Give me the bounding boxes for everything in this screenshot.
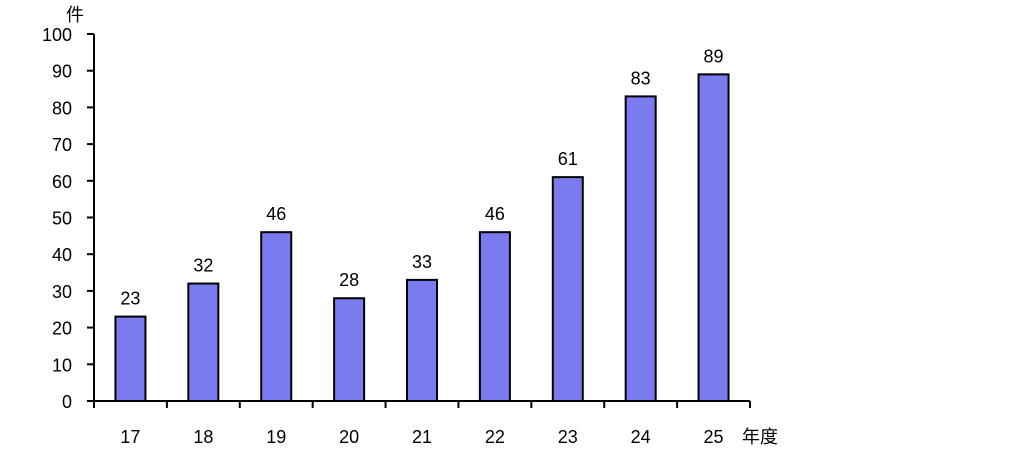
y-tick-label: 10 (52, 355, 72, 375)
x-tick-label: 25 (704, 427, 724, 447)
y-tick-label: 50 (52, 209, 72, 229)
x-axis-unit-label: 年度 (742, 427, 778, 448)
y-tick-label: 0 (62, 392, 72, 412)
x-tick-label: 23 (558, 427, 578, 447)
bar-value-label: 33 (412, 252, 432, 272)
x-tick-label: 24 (631, 427, 651, 447)
bar-value-label: 83 (631, 68, 651, 88)
y-tick-label: 30 (52, 282, 72, 302)
bar (260, 231, 293, 402)
x-tick-label: 19 (266, 427, 286, 447)
bar-value-label: 46 (485, 204, 505, 224)
y-tick-label: 60 (52, 172, 72, 192)
bar-value-label: 32 (193, 256, 213, 276)
x-tick-label: 20 (339, 427, 359, 447)
bar (114, 315, 147, 402)
y-tick-label: 100 (42, 25, 72, 45)
y-axis-ticks: 0 10 20 30 40 50 60 70 80 90 100 (42, 25, 94, 412)
y-tick-label: 80 (52, 98, 72, 118)
x-tick-label: 21 (412, 427, 432, 447)
bar-value-label: 23 (120, 289, 140, 309)
data-labels: 23 32 46 28 33 46 61 83 89 (120, 46, 723, 308)
bar (406, 278, 438, 403)
x-tick-label: 18 (193, 427, 213, 447)
bar-value-label: 28 (339, 270, 359, 290)
bars (114, 73, 730, 403)
bar (187, 282, 220, 402)
x-tick-label: 22 (485, 427, 505, 447)
bar (333, 297, 366, 402)
bar (478, 231, 511, 402)
bar-value-label: 46 (266, 204, 286, 224)
bar-value-label: 89 (704, 46, 724, 66)
y-tick-label: 20 (52, 319, 72, 339)
bar (551, 176, 584, 402)
x-axis-ticks: 17 18 19 20 21 22 23 24 25 (93, 401, 751, 447)
bar (697, 73, 730, 403)
x-tick-label: 17 (120, 427, 140, 447)
y-tick-label: 70 (52, 135, 72, 155)
y-axis-unit-label: 件 (66, 5, 84, 26)
y-tick-label: 90 (52, 62, 72, 82)
bar (624, 95, 657, 402)
y-tick-label: 40 (52, 245, 72, 265)
bar-value-label: 61 (558, 149, 578, 169)
